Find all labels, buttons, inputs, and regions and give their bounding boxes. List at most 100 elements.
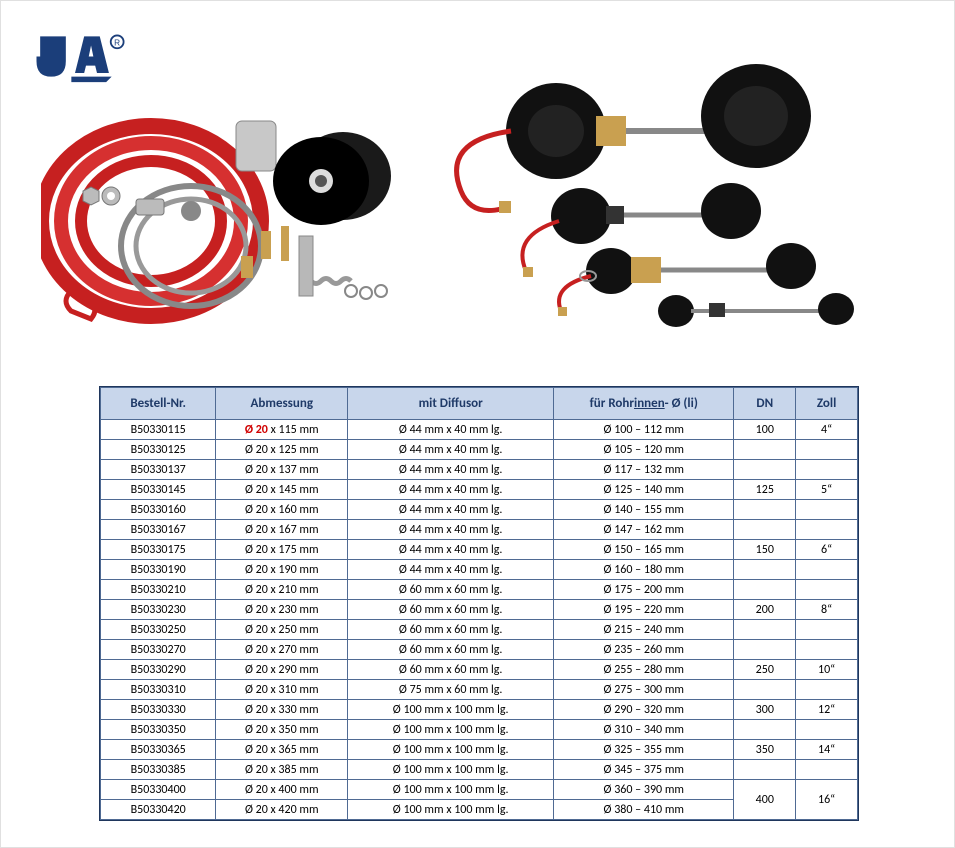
cell-rohrinnen: Ø 125 – 140 mm: [554, 480, 734, 500]
cell-diffusor: Ø 44 mm x 40 mm lg.: [348, 540, 554, 560]
cell-diffusor: Ø 44 mm x 40 mm lg.: [348, 500, 554, 520]
cell-bestellnr: B50330365: [101, 740, 216, 760]
cell-rohrinnen: Ø 235 – 260 mm: [554, 640, 734, 660]
th-zoll: Zoll: [796, 388, 858, 420]
cell-dn: [734, 720, 796, 740]
cell-diffusor: Ø 44 mm x 40 mm lg.: [348, 420, 554, 440]
cell-zoll: [796, 560, 858, 580]
svg-text:R: R: [114, 39, 120, 48]
cell-zoll: [796, 640, 858, 660]
cell-diffusor: Ø 44 mm x 40 mm lg.: [348, 480, 554, 500]
table-row: B50330330Ø 20 x 330 mmØ 100 mm x 100 mm …: [101, 700, 858, 720]
cell-bestellnr: B50330175: [101, 540, 216, 560]
cell-rohrinnen: Ø 215 – 240 mm: [554, 620, 734, 640]
table-row: B50330250Ø 20 x 250 mmØ 60 mm x 60 mm lg…: [101, 620, 858, 640]
table-row: B50330310Ø 20 x 310 mmØ 75 mm x 60 mm lg…: [101, 680, 858, 700]
table-row: B50330167Ø 20 x 167 mmØ 44 mm x 40 mm lg…: [101, 520, 858, 540]
cell-dn: [734, 640, 796, 660]
cell-dn: [734, 440, 796, 460]
table-row: B50330400Ø 20 x 400 mmØ 100 mm x 100 mm …: [101, 780, 858, 800]
cell-abmessung: Ø 20 x 125 mm: [216, 440, 348, 460]
cell-rohrinnen: Ø 117 – 132 mm: [554, 460, 734, 480]
cell-bestellnr: B50330400: [101, 780, 216, 800]
cell-dn: 200: [734, 600, 796, 620]
cell-dn: [734, 620, 796, 640]
cell-dn: [734, 520, 796, 540]
cell-zoll: [796, 500, 858, 520]
cell-rohrinnen: Ø 150 – 165 mm: [554, 540, 734, 560]
cell-dn: [734, 580, 796, 600]
cell-diffusor: Ø 60 mm x 60 mm lg.: [348, 660, 554, 680]
cell-rohrinnen: Ø 160 – 180 mm: [554, 560, 734, 580]
cell-abmessung: Ø 20 x 167 mm: [216, 520, 348, 540]
cell-bestellnr: B50330210: [101, 580, 216, 600]
cell-diffusor: Ø 44 mm x 40 mm lg.: [348, 560, 554, 580]
cell-bestellnr: B50330137: [101, 460, 216, 480]
cell-dn: 100: [734, 420, 796, 440]
cell-bestellnr: B50330420: [101, 800, 216, 820]
cell-abmessung: Ø 20 x 420 mm: [216, 800, 348, 820]
cell-bestellnr: B50330350: [101, 720, 216, 740]
table-header-row: Bestell-Nr. Abmessung mit Diffusor für R…: [101, 388, 858, 420]
cell-dn: 300: [734, 700, 796, 720]
cell-zoll: [796, 520, 858, 540]
table-row: B50330137Ø 20 x 137 mmØ 44 mm x 40 mm lg…: [101, 460, 858, 480]
cell-dn: 400: [734, 780, 796, 820]
table-row: B50330175Ø 20 x 175 mmØ 44 mm x 40 mm lg…: [101, 540, 858, 560]
cell-zoll: [796, 440, 858, 460]
cell-diffusor: Ø 60 mm x 60 mm lg.: [348, 620, 554, 640]
cell-bestellnr: B50330290: [101, 660, 216, 680]
cell-diffusor: Ø 75 mm x 60 mm lg.: [348, 680, 554, 700]
cell-abmessung: Ø 20 x 310 mm: [216, 680, 348, 700]
cell-abmessung: Ø 20 x 137 mm: [216, 460, 348, 480]
cell-dn: 350: [734, 740, 796, 760]
cell-diffusor: Ø 44 mm x 40 mm lg.: [348, 520, 554, 540]
cell-diffusor: Ø 44 mm x 40 mm lg.: [348, 460, 554, 480]
table-row: B50330160Ø 20 x 160 mmØ 44 mm x 40 mm lg…: [101, 500, 858, 520]
cell-dn: [734, 560, 796, 580]
cell-zoll: 8“: [796, 600, 858, 620]
cell-rohrinnen: Ø 360 – 390 mm: [554, 780, 734, 800]
cell-diffusor: Ø 100 mm x 100 mm lg.: [348, 800, 554, 820]
cell-bestellnr: B50330250: [101, 620, 216, 640]
cell-bestellnr: B50330385: [101, 760, 216, 780]
cell-rohrinnen: Ø 310 – 340 mm: [554, 720, 734, 740]
brand-logo: R: [31, 29, 141, 84]
cell-bestellnr: B50330270: [101, 640, 216, 660]
cell-zoll: 4“: [796, 420, 858, 440]
cell-diffusor: Ø 100 mm x 100 mm lg.: [348, 700, 554, 720]
cell-abmessung: Ø 20 x 210 mm: [216, 580, 348, 600]
table-row: B50330190Ø 20 x 190 mmØ 44 mm x 40 mm lg…: [101, 560, 858, 580]
cell-zoll: 14“: [796, 740, 858, 760]
cell-diffusor: Ø 100 mm x 100 mm lg.: [348, 740, 554, 760]
cell-diffusor: Ø 100 mm x 100 mm lg.: [348, 720, 554, 740]
cell-diffusor: Ø 60 mm x 60 mm lg.: [348, 640, 554, 660]
cell-rohrinnen: Ø 275 – 300 mm: [554, 680, 734, 700]
product-image-kit: [41, 81, 401, 341]
cell-diffusor: Ø 44 mm x 40 mm lg.: [348, 440, 554, 460]
cell-zoll: [796, 620, 858, 640]
cell-rohrinnen: Ø 195 – 220 mm: [554, 600, 734, 620]
cell-rohrinnen: Ø 140 – 155 mm: [554, 500, 734, 520]
cell-diffusor: Ø 60 mm x 60 mm lg.: [348, 580, 554, 600]
cell-dn: 125: [734, 480, 796, 500]
table-row: B50330290Ø 20 x 290 mmØ 60 mm x 60 mm lg…: [101, 660, 858, 680]
product-image-bladders: [451, 61, 881, 341]
th-bestellnr: Bestell-Nr.: [101, 388, 216, 420]
cell-rohrinnen: Ø 255 – 280 mm: [554, 660, 734, 680]
cell-bestellnr: B50330160: [101, 500, 216, 520]
cell-dn: [734, 680, 796, 700]
cell-abmessung: Ø 20 x 250 mm: [216, 620, 348, 640]
cell-bestellnr: B50330330: [101, 700, 216, 720]
cell-zoll: 12“: [796, 700, 858, 720]
cell-abmessung: Ø 20 x 290 mm: [216, 660, 348, 680]
cell-zoll: [796, 680, 858, 700]
cell-bestellnr: B50330145: [101, 480, 216, 500]
cell-zoll: [796, 760, 858, 780]
cell-rohrinnen: Ø 345 – 375 mm: [554, 760, 734, 780]
cell-rohrinnen: Ø 147 – 162 mm: [554, 520, 734, 540]
cell-zoll: 10“: [796, 660, 858, 680]
cell-zoll: [796, 580, 858, 600]
cell-diffusor: Ø 100 mm x 100 mm lg.: [348, 760, 554, 780]
table-row: B50330115Ø 20 x 115 mmØ 44 mm x 40 mm lg…: [101, 420, 858, 440]
